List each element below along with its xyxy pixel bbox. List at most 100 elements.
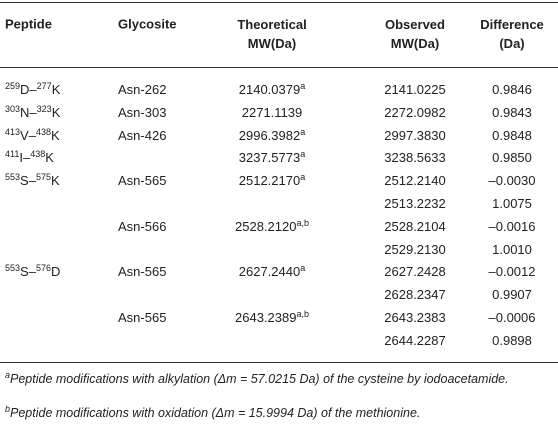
table-cell: 0.9850: [492, 150, 532, 166]
header-cell: Theoretical MW(Da): [237, 15, 306, 53]
footnote-ref: a: [300, 126, 306, 137]
residue-number: 575: [35, 172, 51, 183]
cell-text: Asn-426: [118, 127, 167, 143]
footnote-ref: a: [300, 149, 306, 160]
cell-text: 2644.2287: [384, 332, 446, 348]
cell-text: 0.9907: [492, 287, 532, 303]
table-cell: 259D–277K: [5, 82, 60, 98]
residue: S–: [20, 173, 36, 189]
mw-value: 2512.2170: [238, 173, 301, 189]
footnote-ref: a: [300, 81, 306, 91]
bottom-rule: [0, 362, 558, 363]
table-cell: 2513.2232: [384, 196, 445, 212]
cell-text: Asn-566: [118, 218, 167, 234]
residue-number: 413: [5, 126, 21, 137]
residue-number: 411: [5, 149, 20, 160]
table-cell: 411I–438K: [5, 150, 54, 166]
mw-value: 2643.2389: [235, 310, 297, 325]
header-cell: Peptide: [5, 15, 52, 34]
header-line: Theoretical: [237, 17, 307, 32]
cell-text: Asn-565: [118, 310, 167, 325]
cell-text: 2529.2130: [384, 241, 446, 257]
cell-text: 2513.2232: [384, 196, 446, 211]
residue: K: [50, 173, 60, 189]
cell-text: 2627.2428: [384, 264, 446, 280]
cell-text: –0.0016: [488, 218, 536, 234]
footnote-ref: a: [300, 263, 306, 274]
residue-number: 277: [36, 81, 52, 91]
header-cell: Observed MW(Da): [385, 15, 445, 53]
cell-text: 0.9846: [492, 82, 532, 97]
cell-text: 1.0010: [492, 241, 532, 257]
table-cell: 0.9848: [492, 128, 532, 144]
residue: K: [50, 127, 60, 143]
mw-value: 2140.0379: [238, 82, 301, 97]
table-cell: 413V–438K: [5, 126, 60, 144]
residue: V–: [20, 127, 36, 143]
table-cell: 303N–323K: [5, 103, 60, 121]
cell-text: 2512.2140: [384, 173, 446, 189]
table-cell: 2644.2287: [384, 333, 445, 349]
table-cell: 2627.2428: [384, 264, 445, 280]
table-cell: 2271.1139: [242, 105, 303, 121]
cell-text: 3238.5633: [384, 150, 446, 166]
cell-text: 2272.0982: [384, 104, 446, 120]
mw-value: 2528.2120: [235, 218, 297, 234]
header-line: Glycosite: [118, 16, 177, 32]
mw-value: 2996.3982: [238, 127, 301, 143]
table-cell: 1.0075: [492, 196, 532, 212]
table-cell: 3237.5773a: [239, 150, 305, 166]
table-cell: 0.9846: [492, 82, 532, 98]
cell-text: 2643.2383: [384, 310, 446, 325]
table-cell: 1.0010: [492, 242, 532, 258]
table-cell: 2528.2120a,b: [235, 217, 309, 235]
cell-text: Asn-565: [118, 173, 167, 189]
table-cell: 0.9907: [492, 287, 532, 303]
footnote-ref: a,b: [296, 217, 309, 228]
residue: D: [50, 264, 61, 280]
footnote-text: Peptide modifications with alkylation (Δ…: [10, 372, 509, 386]
table-cell: 553S–575K: [5, 173, 60, 189]
cell-text: 0.9898: [492, 332, 532, 348]
table-cell: Asn-565: [118, 264, 166, 280]
footnote-mark: b: [5, 404, 11, 414]
residue-number: 303: [5, 103, 21, 114]
top-rule: [0, 2, 558, 3]
table-cell: 2643.2383: [384, 310, 445, 326]
mw-value: 2627.2440: [238, 264, 301, 280]
residue-number: 259: [5, 81, 21, 91]
residue-number: 323: [36, 103, 52, 114]
table-cell: Asn-566: [118, 219, 166, 235]
residue-number: 576: [35, 263, 51, 274]
cell-text: –0.0012: [488, 264, 536, 280]
header-line: Observed: [385, 17, 445, 32]
residue: D–: [20, 82, 37, 97]
table-cell: 2997.3830: [384, 128, 445, 144]
header-line: MW(Da): [390, 36, 440, 51]
table-cell: Asn-303: [118, 105, 166, 121]
residue: S–: [20, 264, 36, 280]
residue: N–: [20, 104, 37, 120]
table-cell: 2628.2347: [384, 287, 445, 303]
header-line: Difference: [480, 17, 544, 32]
cell-text: –0.0006: [488, 310, 536, 325]
cell-text: 0.9850: [492, 150, 532, 166]
table-cell: Asn-262: [118, 82, 166, 98]
cell-text: –0.0030: [488, 173, 536, 189]
table-cell: –0.0012: [489, 264, 536, 280]
table-cell: –0.0030: [489, 173, 536, 189]
cell-text: 2528.2104: [384, 218, 446, 234]
header-line: MW(Da): [247, 36, 297, 51]
table-cell: 2643.2389a,b: [235, 310, 309, 326]
cell-text: 2628.2347: [384, 287, 446, 303]
table-cell: –0.0006: [489, 310, 536, 326]
table-cell: 2528.2104: [384, 219, 445, 235]
footnote-ref: a,b: [296, 309, 309, 319]
mw-value: 2271.1139: [241, 104, 303, 120]
footnote-ref: a: [300, 172, 306, 183]
table-cell: Asn-565: [118, 173, 166, 189]
table-cell: 2996.3982a: [238, 126, 306, 144]
cell-text: 0.9843: [492, 104, 532, 120]
table-cell: 2140.0379a: [239, 82, 305, 98]
